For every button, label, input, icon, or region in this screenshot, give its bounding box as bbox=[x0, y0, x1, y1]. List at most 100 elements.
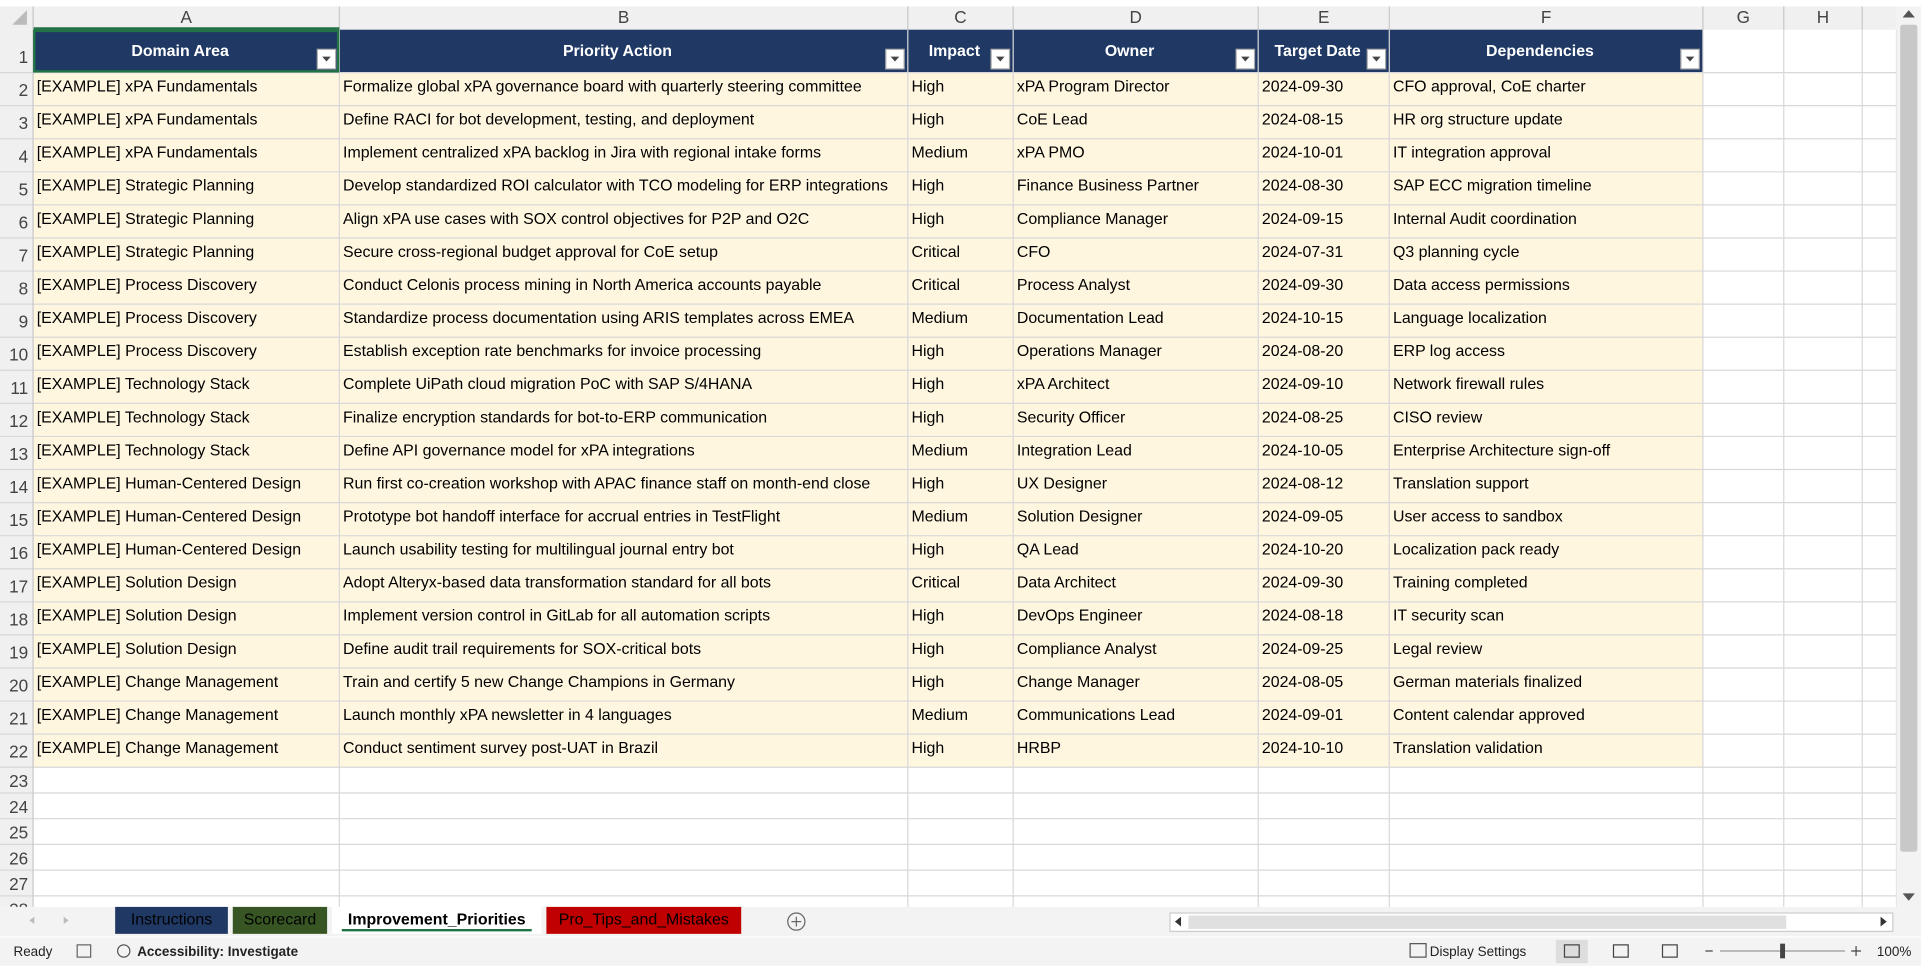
row-number[interactable]: 20 bbox=[9, 676, 28, 696]
table-cell[interactable]: German materials finalized bbox=[1393, 674, 1582, 691]
table-cell[interactable]: [EXAMPLE] Technology Stack bbox=[37, 376, 250, 393]
row-number[interactable]: 7 bbox=[19, 245, 29, 265]
row-number[interactable]: 21 bbox=[9, 709, 28, 729]
table-cell[interactable]: High bbox=[911, 178, 944, 195]
table-cell[interactable]: High bbox=[911, 343, 944, 360]
table-cell[interactable]: Medium bbox=[911, 442, 968, 459]
row-number[interactable]: 27 bbox=[9, 874, 28, 894]
table-cell[interactable]: 2024-10-05 bbox=[1262, 442, 1344, 459]
table-header-cell[interactable]: Target Date bbox=[1274, 43, 1360, 60]
zoom-in[interactable] bbox=[1851, 946, 1861, 956]
table-cell[interactable]: High bbox=[911, 475, 944, 492]
row-number[interactable]: 16 bbox=[9, 543, 28, 563]
table-cell[interactable]: [EXAMPLE] Process Discovery bbox=[37, 343, 257, 360]
table-cell[interactable]: [EXAMPLE] Human-Centered Design bbox=[37, 475, 301, 492]
sheet-tab-label[interactable]: Instructions bbox=[131, 912, 212, 929]
column-letter[interactable]: F bbox=[1541, 7, 1551, 27]
table-cell[interactable]: High bbox=[911, 78, 944, 95]
row-number[interactable]: 15 bbox=[9, 510, 28, 530]
table-cell[interactable]: Define API governance model for xPA inte… bbox=[343, 442, 695, 459]
row-number[interactable]: 23 bbox=[9, 771, 28, 791]
table-cell[interactable]: DevOps Engineer bbox=[1017, 608, 1143, 625]
table-cell[interactable]: 2024-09-01 bbox=[1262, 707, 1344, 724]
table-cell[interactable]: 2024-10-10 bbox=[1262, 740, 1344, 757]
table-cell[interactable]: 2024-08-12 bbox=[1262, 475, 1344, 492]
row-number[interactable]: 1 bbox=[19, 47, 29, 67]
table-cell[interactable]: [EXAMPLE] Technology Stack bbox=[37, 409, 250, 426]
row-number[interactable]: 11 bbox=[10, 378, 28, 398]
table-cell[interactable]: 2024-10-20 bbox=[1262, 542, 1344, 559]
table-cell[interactable]: Network firewall rules bbox=[1393, 376, 1544, 393]
table-header-cell[interactable]: Dependencies bbox=[1486, 43, 1594, 60]
row-number[interactable]: 13 bbox=[9, 444, 28, 464]
table-cell[interactable]: Train and certify 5 new Change Champions… bbox=[343, 674, 735, 691]
table-cell[interactable]: 2024-09-10 bbox=[1262, 376, 1344, 393]
row-number[interactable]: 17 bbox=[9, 576, 28, 596]
table-cell[interactable]: Medium bbox=[911, 145, 968, 162]
row-number[interactable]: 6 bbox=[19, 212, 29, 232]
add-sheet[interactable] bbox=[787, 912, 806, 931]
sheet-tab[interactable] bbox=[115, 906, 228, 934]
table-cell[interactable]: CISO review bbox=[1393, 409, 1483, 426]
sheet-tab[interactable] bbox=[232, 906, 328, 934]
table-cell[interactable]: High bbox=[911, 674, 944, 691]
table-cell[interactable]: Conduct sentiment survey post-UAT in Bra… bbox=[343, 740, 658, 757]
table-cell[interactable]: Compliance Analyst bbox=[1017, 641, 1157, 658]
table-cell[interactable]: Solution Designer bbox=[1017, 509, 1143, 526]
table-cell[interactable]: [EXAMPLE] Solution Design bbox=[37, 641, 237, 658]
table-cell[interactable]: Medium bbox=[911, 509, 968, 526]
zoom-level[interactable]: 100% bbox=[1877, 944, 1911, 959]
sheet-tab-label[interactable]: Scorecard bbox=[244, 912, 316, 929]
table-cell[interactable]: 2024-09-30 bbox=[1262, 575, 1344, 592]
table-cell[interactable]: [EXAMPLE] Human-Centered Design bbox=[37, 509, 301, 526]
row-number[interactable]: 14 bbox=[9, 477, 29, 497]
tab-nav[interactable] bbox=[29, 916, 69, 925]
row-number[interactable]: 18 bbox=[9, 609, 28, 629]
table-header-cell[interactable]: Owner bbox=[1105, 43, 1155, 60]
table-cell[interactable]: Prototype bot handoff interface for accr… bbox=[343, 509, 781, 526]
table-cell[interactable]: 2024-08-05 bbox=[1262, 674, 1344, 691]
row-number[interactable]: 12 bbox=[9, 411, 28, 431]
row-number[interactable]: 2 bbox=[19, 80, 29, 100]
table-header-cell[interactable]: Domain Area bbox=[131, 43, 229, 60]
table-cell[interactable]: High bbox=[911, 409, 944, 426]
table-cell[interactable]: HR org structure update bbox=[1393, 112, 1563, 129]
table-cell[interactable]: Standardize process documentation using … bbox=[343, 310, 854, 327]
table-cell[interactable]: [EXAMPLE] xPA Fundamentals bbox=[37, 145, 258, 162]
table-cell[interactable]: Launch monthly xPA newsletter in 4 langu… bbox=[343, 707, 672, 724]
table-cell[interactable]: Enterprise Architecture sign-off bbox=[1393, 442, 1611, 459]
zoom-thumb[interactable] bbox=[1780, 943, 1786, 959]
table-cell[interactable]: UX Designer bbox=[1017, 475, 1108, 492]
table-cell[interactable]: 2024-09-05 bbox=[1262, 509, 1344, 526]
table-cell[interactable]: Language localization bbox=[1393, 310, 1547, 327]
table-cell[interactable]: Q3 planning cycle bbox=[1393, 244, 1520, 261]
accessibility-status[interactable]: Accessibility: Investigate bbox=[137, 944, 298, 959]
table-cell[interactable]: [EXAMPLE] xPA Fundamentals bbox=[37, 112, 258, 129]
column-letter[interactable]: A bbox=[181, 7, 193, 27]
column-letter[interactable]: H bbox=[1817, 7, 1829, 27]
column-letter[interactable]: B bbox=[618, 7, 629, 27]
table-cell[interactable]: CFO bbox=[1017, 244, 1051, 261]
table-cell[interactable]: 2024-08-15 bbox=[1262, 112, 1344, 129]
table-cell[interactable]: [EXAMPLE] Strategic Planning bbox=[37, 211, 255, 228]
row-number[interactable]: 8 bbox=[19, 279, 29, 299]
sheet-tab-label[interactable]: Pro_Tips_and_Mistakes bbox=[559, 912, 729, 929]
table-cell[interactable]: CFO approval, CoE charter bbox=[1393, 78, 1586, 95]
table-cell[interactable]: High bbox=[911, 211, 944, 228]
table-cell[interactable]: Operations Manager bbox=[1017, 343, 1163, 360]
row-number[interactable]: 24 bbox=[9, 797, 29, 817]
row-number[interactable]: 3 bbox=[19, 113, 29, 133]
table-cell[interactable]: IT security scan bbox=[1393, 608, 1504, 625]
table-cell[interactable]: Define RACI for bot development, testing… bbox=[343, 112, 755, 129]
row-number[interactable]: 5 bbox=[19, 179, 29, 199]
table-cell[interactable]: Implement version control in GitLab for … bbox=[343, 608, 770, 625]
table-cell[interactable]: HRBP bbox=[1017, 740, 1061, 757]
row-number[interactable]: 22 bbox=[9, 742, 28, 762]
table-cell[interactable]: Critical bbox=[911, 277, 960, 294]
table-cell[interactable]: [EXAMPLE] Technology Stack bbox=[37, 442, 250, 459]
page-layout-view[interactable] bbox=[1612, 944, 1629, 958]
table-cell[interactable]: Define audit trail requirements for SOX-… bbox=[343, 641, 701, 658]
table-cell[interactable]: [EXAMPLE] Strategic Planning bbox=[37, 244, 255, 261]
table-cell[interactable]: 2024-08-20 bbox=[1262, 343, 1344, 360]
select-all[interactable] bbox=[12, 10, 27, 25]
